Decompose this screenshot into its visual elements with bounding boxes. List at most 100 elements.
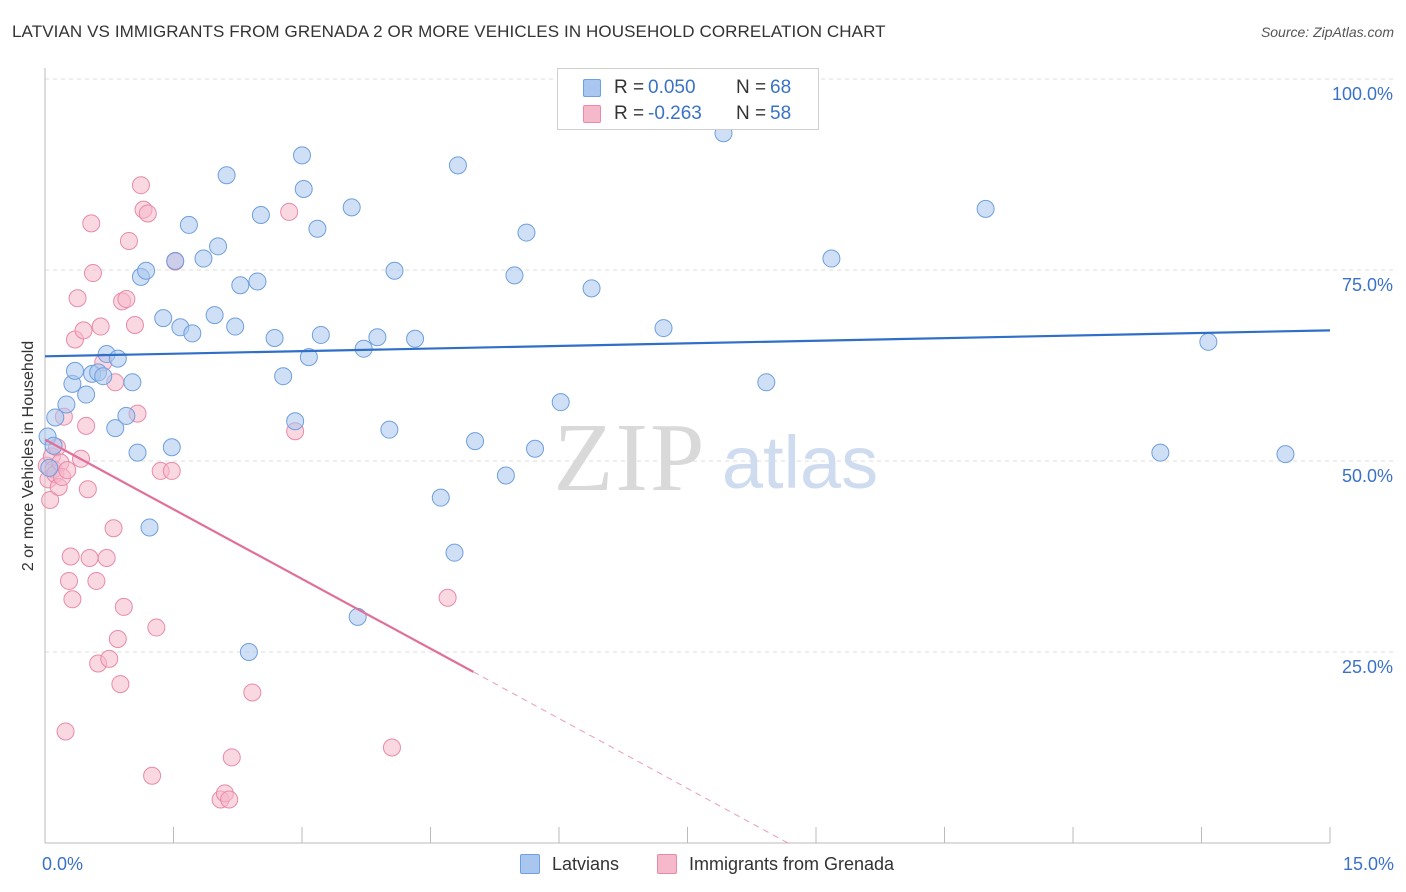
latvian-point-17 (140, 518, 159, 537)
legend-item-latvians[interactable]: Latvians (520, 852, 619, 876)
y-tick-label-3: 100.0% (1332, 84, 1393, 104)
source-credit: Source: ZipAtlas.com (1260, 24, 1394, 40)
latvian-point-29 (231, 276, 250, 295)
latvian-point-25 (205, 306, 224, 325)
y-tick-label-1: 50.0% (1342, 466, 1393, 486)
y-tick-label-2: 75.0% (1342, 275, 1393, 295)
stats-r-value: -0.263 (648, 103, 702, 124)
latvian-point-2 (57, 395, 76, 414)
grenada-point-17 (68, 289, 87, 308)
trend-lines (44, 329, 1331, 844)
grenada-point-38 (119, 231, 138, 250)
latvian-point-53 (505, 266, 524, 285)
stats-r-value: 0.050 (648, 77, 696, 98)
stats-r-label: R = (614, 103, 645, 124)
grenada-point-41 (131, 176, 150, 195)
watermark-zip: ZIP (554, 404, 707, 512)
latvian-point-22 (179, 215, 198, 234)
legend: Latvians Immigrants from Grenada (0, 852, 1406, 876)
grenada-point-44 (143, 766, 162, 785)
latvian-point-36 (293, 146, 311, 165)
latvian-point-35 (286, 412, 305, 431)
latvian-point-1 (46, 408, 65, 427)
latvian-point-61 (822, 249, 841, 268)
grenada-point-12 (58, 461, 77, 480)
latvian-point-66 (40, 458, 59, 477)
watermark: ZIP atlas (554, 404, 879, 512)
grenada-point-37 (117, 290, 136, 309)
grenada-point-30 (100, 649, 119, 668)
x-tick-label-0: 0.0% (42, 854, 83, 874)
stats-swatch-latvians (583, 79, 601, 97)
latvian-point-30 (239, 643, 258, 661)
latvian-point-26 (209, 237, 228, 256)
latvian-point-13 (123, 373, 142, 392)
grenada-point-15 (63, 590, 82, 609)
latvian-point-45 (380, 420, 399, 439)
legend-label-grenada: Immigrants from Grenada (689, 853, 895, 874)
latvian-point-44 (368, 328, 387, 347)
latvian-point-33 (265, 328, 284, 347)
latvian-point-58 (654, 319, 673, 338)
grenada-point-43 (138, 204, 157, 223)
grenada-point-31 (104, 519, 123, 538)
grenada-point-50 (220, 790, 239, 809)
latvian-point-23 (183, 324, 202, 343)
latvian-point-55 (526, 439, 545, 458)
watermark-atlas: atlas (722, 421, 878, 504)
latvian-point-19 (162, 438, 181, 457)
latvian-point-28 (226, 317, 245, 336)
x-tick-label-1: 15.0% (1343, 854, 1394, 874)
latvian-point-16 (137, 261, 156, 280)
grenada-point-11 (56, 722, 75, 741)
grenada-point-24 (83, 264, 102, 283)
legend-item-grenada[interactable]: Immigrants from Grenada (657, 852, 894, 876)
latvian-point-4 (65, 361, 84, 380)
grenada-point-21 (78, 480, 97, 499)
latvian-point-48 (431, 488, 450, 507)
latvian-point-63 (1151, 443, 1170, 462)
latvian-point-57 (582, 279, 601, 298)
grenada-point-29 (97, 549, 116, 568)
legend-swatch-grenada (657, 854, 677, 874)
stats-n-label: N = (736, 77, 767, 98)
grenada-point-20 (77, 416, 96, 435)
grenada-point-22 (80, 549, 99, 568)
latvian-point-62 (976, 199, 995, 218)
latvian-point-39 (308, 219, 327, 238)
grenada-point-52 (243, 683, 262, 702)
latvian-point-27 (217, 166, 236, 185)
latvian-point-18 (154, 309, 173, 328)
grenada-point-55 (382, 738, 401, 757)
grenada-point-57 (162, 461, 181, 480)
latvian-point-31 (248, 272, 267, 291)
latvian-point-37 (294, 180, 313, 199)
grenada-point-23 (82, 214, 101, 233)
latvian-point-11 (108, 349, 127, 368)
latvian-point-64 (1199, 332, 1218, 351)
grenada-point-19 (74, 321, 93, 340)
grenada-point-36 (114, 597, 133, 616)
grenada-point-27 (91, 317, 110, 336)
grenada-point-14 (61, 547, 80, 566)
latvian-point-5 (77, 385, 96, 404)
grenada-point-39 (125, 316, 144, 335)
stats-n-label: N = (736, 103, 767, 124)
grenada-point-56 (438, 588, 457, 607)
grenada-point-33 (108, 630, 127, 649)
latvian-point-38 (299, 348, 318, 367)
latvian-point-54 (517, 223, 536, 242)
latvian-trend-line (44, 329, 1331, 358)
latvian-point-40 (311, 325, 330, 344)
stats-swatch-grenada (583, 105, 601, 123)
latvian-point-12 (117, 406, 136, 425)
latvian-point-67 (44, 436, 63, 455)
latvian-point-34 (274, 367, 293, 386)
latvian-point-24 (194, 249, 213, 268)
latvian-point-8 (94, 367, 113, 386)
latvian-point-42 (348, 607, 367, 626)
stats-box: R = 0.050 N = 68 R = -0.263 N = 58 (557, 68, 819, 130)
stats-r-label: R = (614, 77, 645, 98)
latvian-point-56 (551, 393, 570, 412)
